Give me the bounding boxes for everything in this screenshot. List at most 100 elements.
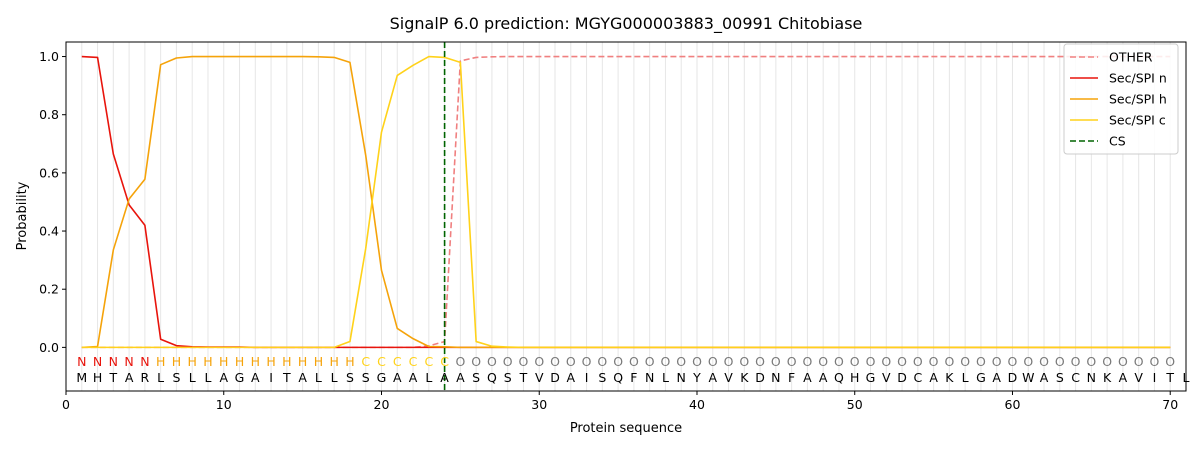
residue-label: A: [125, 370, 134, 385]
region-label: O: [913, 354, 923, 369]
chart-title: SignalP 6.0 prediction: MGYG000003883_00…: [390, 14, 863, 34]
residue-label: D: [1008, 370, 1018, 385]
residue-label: Q: [613, 370, 623, 385]
region-label: H: [298, 354, 307, 369]
residue-label: A: [393, 370, 402, 385]
residue-label: G: [377, 370, 387, 385]
residue-label: A: [929, 370, 938, 385]
residue-label: D: [897, 370, 907, 385]
residue-label: W: [1022, 370, 1034, 385]
residue-label: H: [93, 370, 102, 385]
residue-label: D: [755, 370, 765, 385]
legend-entry: OTHER: [1109, 50, 1153, 65]
region-label: O: [1023, 354, 1033, 369]
residue-label: A: [298, 370, 307, 385]
region-label: H: [345, 354, 354, 369]
residue-label: L: [157, 370, 164, 385]
region-label: H: [172, 354, 181, 369]
x-axis-label: Protein sequence: [570, 421, 682, 436]
x-tick-label: 10: [216, 397, 232, 412]
residue-label: Q: [834, 370, 844, 385]
region-label: O: [739, 354, 749, 369]
residue-label: N: [645, 370, 654, 385]
region-label: O: [1039, 354, 1049, 369]
legend-entry: CS: [1109, 134, 1126, 149]
residue-label: N: [677, 370, 686, 385]
legend-entry: Sec/SPI n: [1109, 71, 1167, 86]
region-label: C: [424, 354, 433, 369]
residue-label: L: [315, 370, 322, 385]
region-label: O: [1086, 354, 1096, 369]
y-tick-label: 0.2: [39, 282, 59, 297]
region-label: O: [802, 354, 812, 369]
residue-label: V: [535, 370, 544, 385]
legend-entry: Sec/SPI c: [1109, 113, 1166, 128]
residue-label: N: [1087, 370, 1096, 385]
y-tick-label: 0.4: [39, 224, 59, 239]
region-label: N: [124, 354, 133, 369]
y-tick-label: 0.8: [39, 107, 59, 122]
residue-label: L: [662, 370, 669, 385]
region-label: O: [676, 354, 686, 369]
region-label: H: [219, 354, 228, 369]
y-tick-label: 1.0: [39, 49, 59, 64]
residue-label: A: [803, 370, 812, 385]
region-label: O: [1102, 354, 1112, 369]
series-layer: [81, 42, 1171, 391]
residue-label: K: [945, 370, 954, 385]
region-label: O: [944, 354, 954, 369]
sequence-labels: NMNHNTNANRHLHSHLHLHAHGHAHIHTHAHLHLHSCSCG…: [76, 354, 1189, 385]
region-label: O: [550, 354, 560, 369]
plot-frame: [65, 41, 1187, 392]
x-tick-label: 40: [689, 397, 705, 412]
region-label: H: [203, 354, 212, 369]
region-label: H: [251, 354, 260, 369]
region-label: O: [1118, 354, 1128, 369]
series-line-sec-spi-n: [81, 55, 1171, 349]
region-label: O: [503, 354, 513, 369]
region-label: O: [850, 354, 860, 369]
residue-label: V: [882, 370, 891, 385]
series-line-other: [81, 55, 1171, 349]
series-line-sec-spi-c: [81, 55, 1171, 349]
region-label: O: [1055, 354, 1065, 369]
residue-label: L: [189, 370, 196, 385]
y-axis-label: Probability: [15, 181, 30, 250]
region-label: O: [976, 354, 986, 369]
residue-label: Y: [692, 370, 701, 385]
region-label: O: [582, 354, 592, 369]
region-label: O: [866, 354, 876, 369]
region-label: H: [282, 354, 291, 369]
region-label: O: [487, 354, 497, 369]
region-label: O: [692, 354, 702, 369]
region-label: O: [755, 354, 765, 369]
residue-label: A: [708, 370, 717, 385]
residue-label: A: [409, 370, 418, 385]
residue-label: A: [992, 370, 1001, 385]
residue-label: A: [251, 370, 260, 385]
region-label: O: [597, 354, 607, 369]
region-label: N: [77, 354, 86, 369]
residue-label: R: [141, 370, 150, 385]
region-label: N: [93, 354, 102, 369]
residue-label: V: [1134, 370, 1143, 385]
residue-label: A: [1119, 370, 1128, 385]
region-label: O: [929, 354, 939, 369]
x-tick-label: 20: [374, 397, 390, 412]
region-label: O: [1071, 354, 1081, 369]
region-label: O: [834, 354, 844, 369]
residue-label: C: [913, 370, 922, 385]
residue-label: A: [819, 370, 828, 385]
residue-label: T: [282, 370, 291, 385]
region-label: H: [314, 354, 323, 369]
region-label: O: [897, 354, 907, 369]
residue-label: G: [976, 370, 986, 385]
x-tick-label: 30: [531, 397, 547, 412]
residue-label: F: [788, 370, 795, 385]
region-label: O: [1150, 354, 1160, 369]
residue-label: I: [269, 370, 273, 385]
region-label: O: [708, 354, 718, 369]
residue-label: T: [109, 370, 118, 385]
